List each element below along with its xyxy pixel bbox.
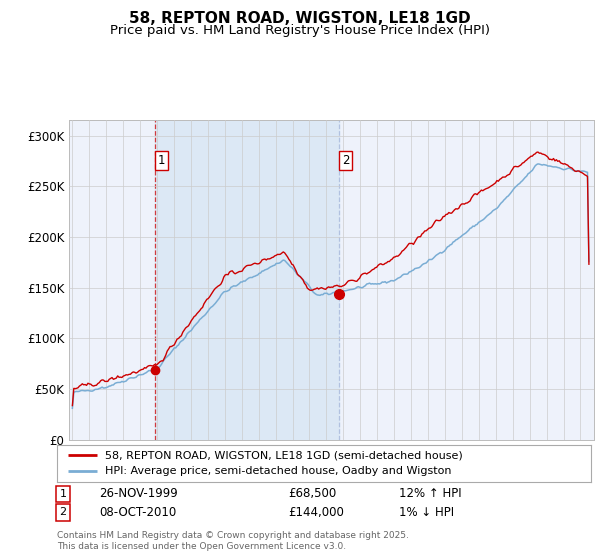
Text: 2: 2 xyxy=(342,155,349,167)
Text: Price paid vs. HM Land Registry's House Price Index (HPI): Price paid vs. HM Land Registry's House … xyxy=(110,24,490,37)
Text: 1: 1 xyxy=(59,489,67,499)
Text: 08-OCT-2010: 08-OCT-2010 xyxy=(99,506,176,519)
Text: 2: 2 xyxy=(59,507,67,517)
Text: £144,000: £144,000 xyxy=(288,506,344,519)
Text: 1% ↓ HPI: 1% ↓ HPI xyxy=(399,506,454,519)
Bar xyxy=(155,120,340,440)
Text: Contains HM Land Registry data © Crown copyright and database right 2025.: Contains HM Land Registry data © Crown c… xyxy=(57,531,409,540)
Text: 1: 1 xyxy=(158,155,166,167)
Text: HPI: Average price, semi-detached house, Oadby and Wigston: HPI: Average price, semi-detached house,… xyxy=(105,466,452,477)
Text: 58, REPTON ROAD, WIGSTON, LE18 1GD: 58, REPTON ROAD, WIGSTON, LE18 1GD xyxy=(129,11,471,26)
Text: 12% ↑ HPI: 12% ↑ HPI xyxy=(399,487,461,501)
Text: This data is licensed under the Open Government Licence v3.0.: This data is licensed under the Open Gov… xyxy=(57,542,346,551)
Text: 26-NOV-1999: 26-NOV-1999 xyxy=(99,487,178,501)
Text: £68,500: £68,500 xyxy=(288,487,336,501)
Text: 58, REPTON ROAD, WIGSTON, LE18 1GD (semi-detached house): 58, REPTON ROAD, WIGSTON, LE18 1GD (semi… xyxy=(105,450,463,460)
